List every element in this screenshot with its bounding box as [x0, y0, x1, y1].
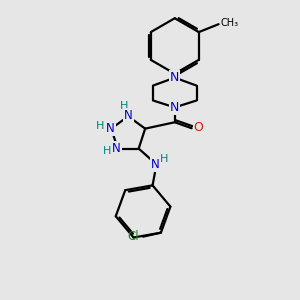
- Text: N: N: [170, 101, 179, 114]
- Text: Cl: Cl: [128, 230, 139, 243]
- Text: N: N: [170, 71, 179, 84]
- Text: CH₃: CH₃: [220, 18, 239, 28]
- Text: N: N: [124, 109, 133, 122]
- Text: N: N: [151, 158, 160, 171]
- Text: N: N: [106, 122, 115, 135]
- Text: H: H: [160, 154, 169, 164]
- Text: O: O: [194, 121, 203, 134]
- Text: N: N: [112, 142, 121, 155]
- Text: H: H: [120, 101, 128, 111]
- Text: H: H: [96, 121, 104, 131]
- Text: H: H: [103, 146, 111, 156]
